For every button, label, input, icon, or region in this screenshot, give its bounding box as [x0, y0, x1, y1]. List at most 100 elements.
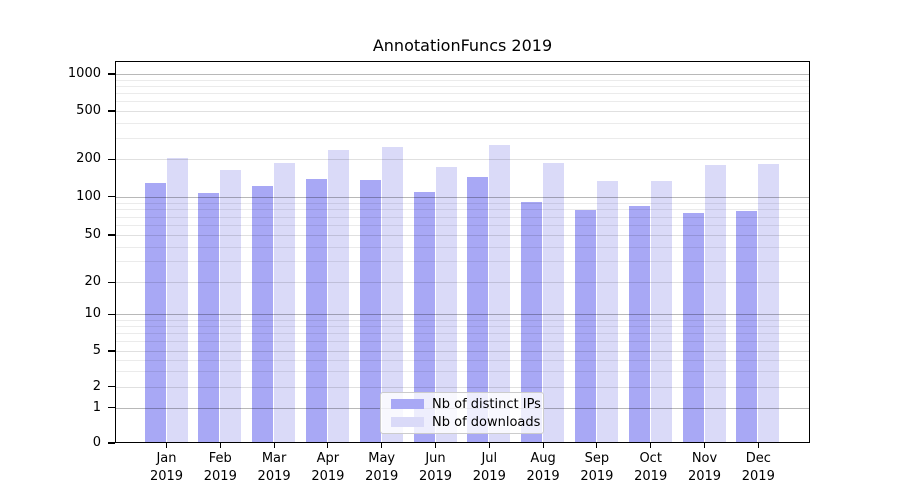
- chart-title: AnnotationFuncs 2019: [372, 36, 553, 55]
- x-tick-label-dec: Dec 2019: [741, 451, 775, 484]
- gridline-500: [115, 111, 810, 112]
- x-tick-label-sep: Sep 2019: [580, 451, 614, 484]
- bar-downloads-nov: [704, 165, 726, 443]
- x-tick-label-jun: Jun 2019: [418, 451, 453, 484]
- gridline-60: [115, 225, 810, 226]
- bars-layer: [115, 61, 810, 443]
- legend-swatch-downloads: [391, 417, 424, 427]
- y-tick-label-5: 5: [92, 343, 101, 358]
- bar-ips-sep: [574, 209, 596, 443]
- y-tick-mark: [108, 281, 115, 283]
- bar-downloads-feb: [220, 169, 242, 443]
- x-tick-mark: [650, 443, 652, 448]
- y-tick-label-20: 20: [84, 274, 101, 290]
- y-tick-mark: [108, 234, 115, 236]
- x-tick-mark: [327, 443, 329, 448]
- gridline-2: [115, 386, 810, 388]
- bar-ips-feb: [198, 193, 220, 443]
- gridline-40: [115, 246, 810, 248]
- bar-ips-mar: [252, 186, 274, 443]
- x-tick-label-jul: Jul 2019: [472, 451, 506, 484]
- y-tick-label-200: 200: [76, 151, 101, 167]
- bar-ips-jul: [467, 176, 489, 443]
- bar-downloads-apr: [327, 150, 349, 443]
- legend-label-distinct-ips: Nb of distinct IPs: [432, 396, 541, 412]
- gridline-300: [115, 137, 810, 139]
- y-tick-label-10: 10: [84, 306, 101, 322]
- x-tick-mark: [165, 443, 168, 448]
- gridline-50: [115, 235, 810, 236]
- x-tick-label-apr: Apr 2019: [311, 451, 345, 484]
- legend-swatch-distinct-ips: [391, 399, 424, 409]
- y-tick-mark: [108, 196, 115, 198]
- y-tick-label-50: 50: [84, 227, 101, 242]
- y-tick-label-100: 100: [76, 188, 101, 204]
- legend-label-downloads: Nb of downloads: [432, 414, 541, 430]
- gridline-4: [115, 359, 810, 361]
- gridline-30: [115, 261, 810, 263]
- y-tick-label-1: 1: [92, 399, 101, 415]
- gridline-800: [115, 85, 810, 87]
- x-tick-mark: [434, 443, 437, 448]
- bar-ips-apr: [305, 178, 327, 443]
- bar-ips-may: [359, 180, 381, 443]
- x-tick-label-may: May 2019: [365, 451, 399, 484]
- x-tick-label-oct: Oct 2019: [634, 451, 668, 484]
- gridline-700: [115, 93, 810, 94]
- bar-downloads-dec: [758, 163, 780, 443]
- x-tick-label-nov: Nov 2019: [687, 451, 722, 484]
- y-tick-label-500: 500: [76, 103, 101, 118]
- y-tick-mark: [108, 313, 115, 315]
- gridline-80: [115, 209, 810, 211]
- bar-downloads-mar: [274, 162, 296, 443]
- bar-ips-dec: [736, 210, 758, 443]
- bar-downloads-sep: [596, 181, 618, 443]
- bar-downloads-jan: [166, 158, 188, 443]
- bar-ips-oct: [628, 205, 650, 443]
- x-tick-label-feb: Feb 2019: [203, 451, 237, 484]
- legend: Nb of distinct IPs Nb of downloads: [380, 392, 544, 434]
- y-tick-mark: [108, 158, 115, 160]
- x-tick-mark: [488, 443, 490, 448]
- x-tick-label-mar: Mar 2019: [257, 451, 291, 484]
- bar-downloads-may: [381, 146, 403, 443]
- bar-downloads-jul: [489, 145, 511, 443]
- y-tick-label-0: 0: [92, 435, 101, 450]
- bar-ips-jan: [144, 182, 166, 443]
- gridline-1000: [115, 74, 810, 75]
- x-tick-mark: [542, 443, 544, 448]
- bar-downloads-aug: [543, 162, 565, 443]
- x-tick-mark: [381, 443, 383, 448]
- gridline-600: [115, 101, 810, 103]
- y-tick-mark: [108, 110, 115, 112]
- grid-layer: [115, 61, 810, 443]
- y-tick-mark: [108, 350, 115, 352]
- bar-ips-jun: [413, 192, 435, 443]
- legend-item-downloads: Nb of downloads: [391, 415, 543, 430]
- legend-item-distinct-ips: Nb of distinct IPs: [391, 397, 543, 412]
- gridline-200: [115, 159, 810, 161]
- gridline-8: [115, 326, 810, 328]
- x-tick-mark: [273, 443, 275, 448]
- y-tick-mark: [108, 386, 115, 388]
- y-tick-label-2: 2: [92, 378, 101, 394]
- x-tick-mark: [757, 443, 759, 448]
- bar-ips-nov: [682, 212, 704, 443]
- gridline-7: [115, 333, 810, 335]
- x-tick-label-aug: Aug 2019: [526, 451, 560, 484]
- gridline-10: [115, 314, 810, 316]
- gridline-6: [115, 341, 810, 343]
- y-tick-mark: [108, 407, 115, 409]
- bar-ips-aug: [521, 202, 543, 443]
- gridline-400: [115, 122, 810, 124]
- bar-downloads-oct: [650, 181, 672, 443]
- y-tick-label-1000: 1000: [67, 66, 101, 81]
- gridline-90: [115, 202, 810, 204]
- gridline-5: [115, 351, 810, 352]
- x-tick-mark: [703, 443, 706, 448]
- gridline-20: [115, 282, 810, 284]
- gridline-70: [115, 216, 810, 218]
- gridline-100: [115, 196, 810, 198]
- gridline-3: [115, 370, 810, 372]
